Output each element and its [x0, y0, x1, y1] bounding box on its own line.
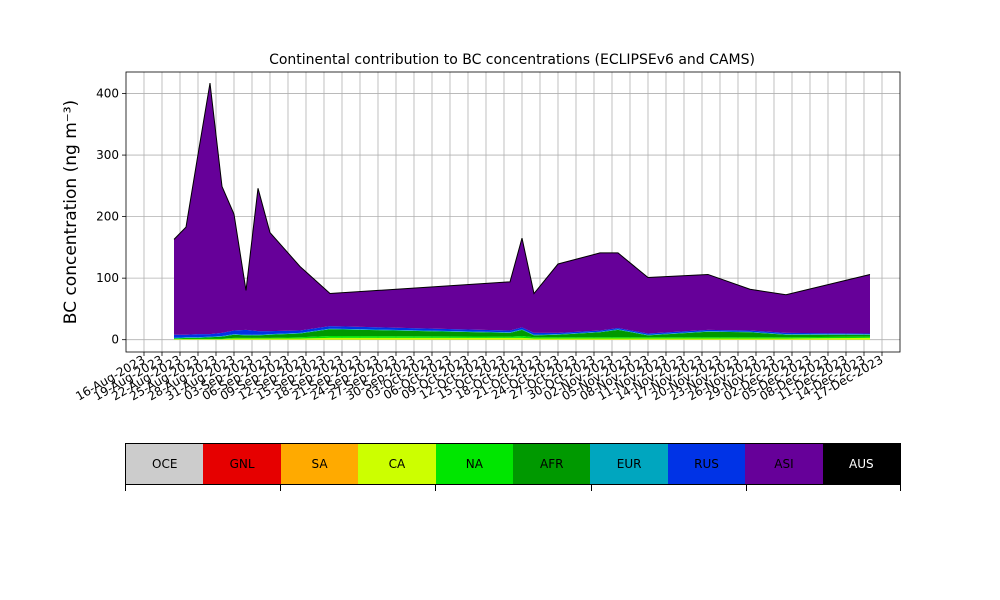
area-ca — [174, 337, 870, 340]
legend-entry-sa: SA — [280, 444, 359, 484]
legend-entry-rus: RUS — [667, 444, 746, 484]
y-tick-label: 400 — [96, 87, 119, 101]
area-afr — [174, 329, 870, 339]
y-tick-label: 200 — [96, 210, 119, 224]
legend-entry-na: NA — [435, 444, 514, 484]
legend-entry-gnl: GNL — [203, 444, 281, 484]
area-na — [174, 336, 870, 340]
bc-concentration-chart: 16-Aug-202319-Aug-202322-Aug-202325-Aug-… — [61, 52, 901, 403]
chart-title: Continental contribution to BC concentra… — [269, 52, 755, 68]
legend-tick — [280, 485, 282, 491]
legend-entry-asi: ASI — [745, 444, 823, 484]
legend-tick — [125, 485, 126, 491]
legend-tick — [745, 485, 747, 491]
legend-entry-afr: AFR — [513, 444, 591, 484]
legend-ticks — [125, 485, 901, 493]
y-axis-label: BC concentration (ng m⁻³) — [61, 100, 81, 324]
legend-colorbar: OCE GNL SA CA NA AFR EUR RUS ASI AUS — [125, 443, 901, 485]
y-tick-label: 0 — [111, 333, 119, 347]
legend-entry-ca: CA — [358, 444, 436, 484]
y-tick-label: 100 — [96, 271, 119, 285]
legend-tick — [900, 485, 901, 491]
total-outline — [173, 82, 871, 296]
legend-entry-oce: OCE — [126, 444, 204, 484]
area-rus — [174, 326, 870, 338]
stacked-areas — [173, 82, 871, 340]
y-tick-label: 300 — [96, 148, 119, 162]
legend-entry-aus: AUS — [822, 444, 901, 484]
legend-entry-eur: EUR — [590, 444, 668, 484]
plot-frame — [125, 71, 901, 353]
legend-tick — [590, 485, 592, 491]
legend-tick — [435, 485, 437, 491]
area-asi — [174, 83, 870, 335]
